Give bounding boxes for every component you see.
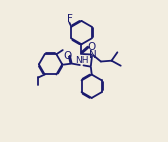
Text: NH: NH (75, 56, 89, 64)
Text: N: N (89, 50, 96, 59)
Text: O: O (63, 51, 71, 60)
Text: F: F (67, 14, 73, 24)
Text: O: O (88, 42, 96, 52)
